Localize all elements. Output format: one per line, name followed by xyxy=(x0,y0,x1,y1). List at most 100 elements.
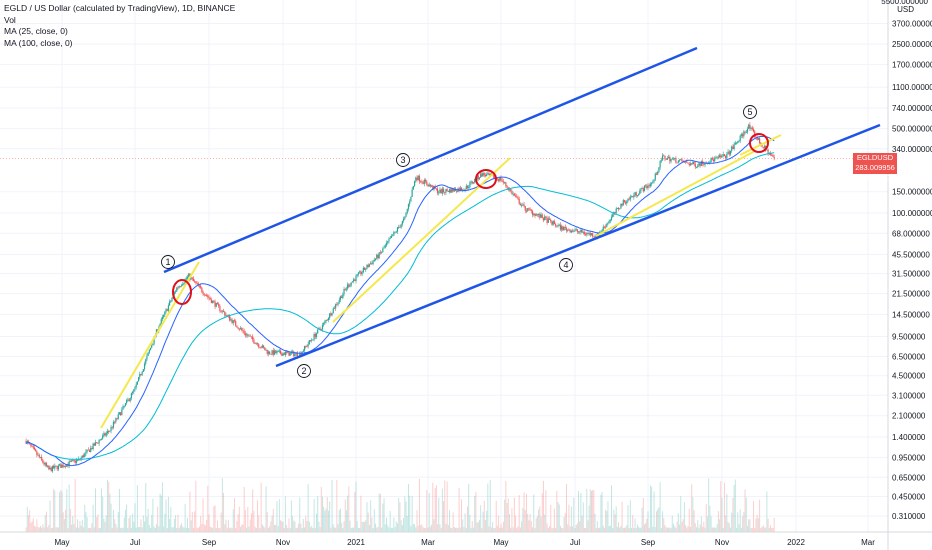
candle-body xyxy=(620,203,622,209)
volume-bar xyxy=(641,507,643,532)
candle-body xyxy=(615,208,617,213)
candle-body xyxy=(484,175,487,177)
volume-bar xyxy=(135,527,137,532)
candle-body xyxy=(625,201,627,204)
volume-bar xyxy=(219,527,221,532)
volume-bar xyxy=(425,528,427,532)
volume-bar xyxy=(153,526,155,532)
volume-bar xyxy=(476,522,478,532)
candle-body xyxy=(372,260,374,264)
candle-body xyxy=(261,345,263,348)
volume-bar xyxy=(615,506,617,532)
volume-bar xyxy=(106,479,108,532)
volume-bar xyxy=(254,526,256,532)
candle-body xyxy=(629,197,631,200)
candle-body xyxy=(25,440,27,444)
candle-body xyxy=(573,230,575,232)
candle-body xyxy=(512,193,514,195)
volume-bar xyxy=(269,526,271,532)
candle-body xyxy=(182,284,184,286)
volume-bar xyxy=(501,527,503,532)
candle-body xyxy=(628,198,630,200)
volume-bar xyxy=(487,483,489,532)
volume-bar xyxy=(189,491,191,532)
candle-body xyxy=(426,181,428,185)
candle-body xyxy=(224,311,226,316)
candle-body xyxy=(456,190,458,192)
candle-body xyxy=(750,127,752,129)
volume-bar xyxy=(746,525,748,532)
volume-bar xyxy=(659,482,661,532)
highlight-circle xyxy=(749,133,769,153)
volume-bar xyxy=(66,489,68,532)
candle-body xyxy=(691,163,693,165)
volume-bar xyxy=(587,520,589,532)
candle-body xyxy=(554,224,557,226)
candle-body xyxy=(444,192,446,193)
volume-bar xyxy=(159,493,161,532)
candle-body xyxy=(230,319,232,321)
candle-body xyxy=(590,233,593,236)
volume-bar xyxy=(124,509,126,532)
price-tick-label: 3.100000 xyxy=(892,391,926,400)
candle-body xyxy=(388,238,390,242)
volume-bar xyxy=(670,527,672,532)
price-tick-label: 0.450000 xyxy=(892,493,926,502)
candle-body xyxy=(244,333,246,336)
volume-bar xyxy=(361,521,363,532)
volume-bar xyxy=(589,489,591,532)
candle-body xyxy=(389,237,391,239)
volume-bar xyxy=(128,518,130,532)
candle-body xyxy=(659,160,661,168)
volume-bar xyxy=(710,516,712,532)
svg-text:2: 2 xyxy=(301,366,306,376)
volume-bar xyxy=(96,517,98,532)
volume-bar xyxy=(63,519,65,532)
candle-body xyxy=(106,431,109,434)
volume-bar xyxy=(51,527,53,532)
volume-bar xyxy=(469,514,471,532)
volume-bar xyxy=(572,526,574,532)
volume-bar xyxy=(595,527,597,532)
volume-bar xyxy=(362,521,364,532)
candle-body xyxy=(39,456,42,458)
candle-body xyxy=(41,456,43,460)
volume-bar xyxy=(480,505,482,532)
candle-body xyxy=(327,318,330,321)
candle-body xyxy=(91,448,93,449)
volume-bar xyxy=(355,481,357,532)
price-tag-symbol: EGLDUSD xyxy=(856,153,894,162)
candle-body xyxy=(421,181,423,183)
volume-bar xyxy=(708,478,710,532)
volume-bar xyxy=(418,478,420,532)
volume-bar xyxy=(700,516,702,532)
volume-bar xyxy=(713,527,715,532)
candle-body xyxy=(132,391,134,394)
candle-body xyxy=(96,442,98,444)
candle-body xyxy=(356,274,358,276)
volume-bar xyxy=(655,511,657,532)
volume-bar xyxy=(445,523,447,532)
volume-bar xyxy=(105,515,107,532)
volume-bar xyxy=(590,490,592,532)
candle-body xyxy=(102,435,104,439)
candle-body xyxy=(568,229,570,231)
volume-bar xyxy=(488,526,490,532)
volume-bar xyxy=(248,526,250,532)
volume-bar xyxy=(434,488,436,532)
candle-body xyxy=(580,229,582,233)
volume-bar xyxy=(506,502,508,532)
volume-bar xyxy=(388,527,390,532)
candle-body xyxy=(523,204,525,207)
volume-bar xyxy=(634,518,636,532)
candle-body xyxy=(704,162,706,165)
time-tick-label: Mar xyxy=(861,538,875,547)
candle-body xyxy=(440,189,442,194)
volume-bar xyxy=(300,523,302,532)
volume-bar xyxy=(102,496,104,532)
candle-body xyxy=(146,355,148,360)
candle-body xyxy=(53,465,55,469)
candle-body xyxy=(118,412,121,415)
volume-bar xyxy=(472,527,474,532)
